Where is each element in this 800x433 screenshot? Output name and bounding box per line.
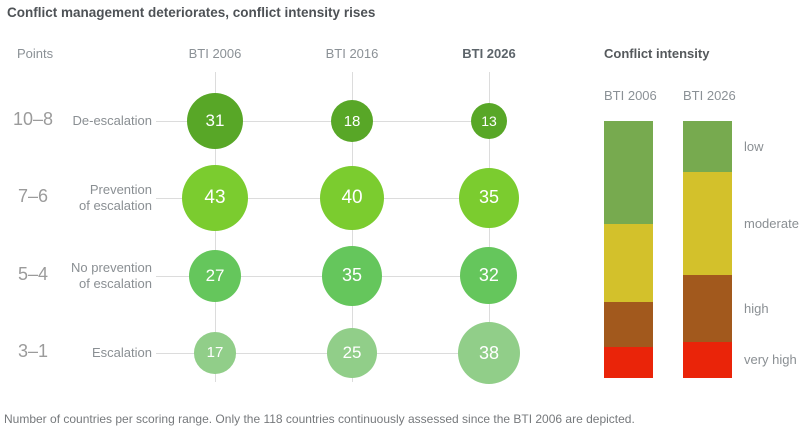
bar-segment-low (683, 121, 732, 173)
points-range-3: 3–1 (17, 341, 49, 361)
row-label-line: Escalation (92, 345, 152, 360)
level-label-moderate: moderate (744, 216, 799, 231)
points-range-0: 10–8 (12, 109, 54, 129)
bar-segment-low (604, 121, 653, 224)
bubble-row2-col2: 32 (460, 247, 518, 305)
level-label-high: high (744, 301, 769, 316)
row-label-line: of escalation (79, 276, 152, 291)
points-range-2: 5–4 (17, 264, 49, 284)
row-label-line: Prevention (89, 182, 152, 197)
bubble-row3-col0: 17 (194, 332, 236, 374)
row-label-line: of escalation (79, 198, 152, 213)
bubble-row0-col2: 13 (470, 102, 508, 140)
row-label-1: Prevention of escalation (2, 176, 152, 220)
column-header-bti-2016: BTI 2016 (325, 46, 379, 61)
bar-segment-high (683, 275, 732, 342)
column-header-bti-2026: BTI 2026 (462, 46, 516, 61)
bubble-row1-col1: 40 (320, 166, 384, 230)
column-header-bti-2006: BTI 2006 (188, 46, 242, 61)
intensity-bar-1 (683, 121, 732, 378)
bar-segment-moderate (604, 223, 653, 303)
row-label-0: De-escalation (2, 99, 153, 143)
intensity-bar-header-2026: BTI 2026 (683, 88, 736, 103)
row-label-3: Escalation (2, 331, 152, 375)
level-label-very-high: very high (744, 352, 797, 367)
bubble-row0-col0: 31 (186, 92, 244, 150)
bar-segment-moderate (683, 172, 732, 276)
footnote: Number of countries per scoring range. O… (4, 412, 635, 426)
bubble-row3-col1: 25 (326, 327, 378, 379)
bar-segment-very-high (683, 342, 732, 378)
points-range-1: 7–6 (17, 186, 49, 206)
intensity-bar-0 (604, 121, 653, 378)
intensity-title: Conflict intensity (604, 46, 710, 61)
bubble-row2-col1: 35 (322, 246, 382, 306)
level-label-low: low (744, 139, 764, 154)
row-label-2: No prevention of escalation (2, 254, 152, 298)
row-label-line: De-escalation (72, 113, 153, 128)
bubble-row2-col0: 27 (188, 249, 242, 303)
gridline-horizontal-0 (156, 121, 489, 122)
bar-segment-high (604, 302, 653, 348)
bubble-row3-col2: 38 (457, 321, 521, 385)
bubble-row0-col1: 18 (330, 99, 374, 143)
gridline-horizontal-3 (156, 353, 489, 354)
intensity-bar-header-2006: BTI 2006 (604, 88, 657, 103)
bubble-row1-col2: 35 (459, 168, 519, 228)
row-label-line: No prevention (71, 260, 152, 275)
bar-segment-very-high (604, 347, 653, 378)
page-title: Conflict management deteriorates, confli… (7, 5, 376, 20)
bubble-row1-col0: 43 (181, 164, 249, 232)
points-header: Points (17, 46, 54, 61)
